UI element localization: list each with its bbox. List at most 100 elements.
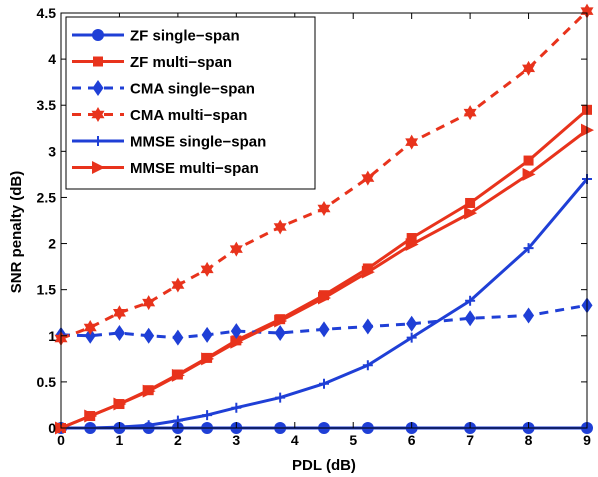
y-tick-label: 0	[48, 420, 56, 436]
axis-ticks: 0 1 2 3 4 5 6 7 8 9 0 0.5 1 1.5 2 2.5 3 3.5 4 4.5	[37, 5, 592, 448]
y-tick-label: 4	[48, 51, 56, 67]
data-point	[362, 360, 373, 371]
x-tick-label: 5	[349, 432, 357, 448]
x-tick-label: 3	[232, 432, 240, 448]
data-point	[230, 335, 244, 349]
data-point	[172, 329, 184, 346]
x-tick-label: 8	[525, 432, 533, 448]
data-point	[274, 325, 286, 342]
data-point	[142, 295, 156, 311]
data-point	[318, 321, 330, 338]
x-tick-label: 7	[466, 432, 474, 448]
y-axis-label: SNR penalty (dB)	[8, 171, 25, 294]
data-point	[84, 327, 96, 344]
data-point	[200, 261, 214, 277]
series-2	[55, 297, 593, 346]
x-tick-label: 2	[174, 432, 182, 448]
data-point	[171, 277, 185, 293]
data-point	[317, 201, 331, 217]
data-point	[463, 105, 477, 121]
data-point	[522, 60, 536, 76]
data-point	[113, 325, 125, 342]
data-point	[362, 318, 374, 335]
data-point	[202, 410, 213, 421]
y-tick-label: 2	[48, 236, 56, 252]
legend-label: MMSE single−span	[130, 134, 266, 151]
legend-label: CMA single−span	[130, 81, 255, 98]
x-axis-label: PDL (dB)	[292, 457, 356, 474]
legend-marker	[92, 80, 104, 96]
legend-marker	[91, 107, 105, 122]
y-tick-label: 1.5	[37, 282, 57, 298]
data-point	[201, 352, 215, 366]
legend-entry: MMSE multi−span	[72, 160, 259, 177]
data-point	[406, 233, 417, 244]
legend-marker	[92, 29, 104, 41]
data-point	[465, 295, 476, 306]
y-tick-label: 1	[48, 328, 56, 344]
legend-marker	[93, 136, 103, 146]
data-point	[522, 167, 536, 181]
data-point	[113, 397, 127, 411]
data-point	[465, 197, 476, 208]
data-point	[464, 310, 476, 327]
data-point	[142, 384, 156, 398]
legend-label: ZF single−span	[130, 28, 240, 45]
series-line	[61, 178, 589, 430]
data-point	[523, 307, 535, 324]
data-point	[523, 243, 534, 254]
y-tick-label: 4.5	[37, 5, 57, 21]
axes-frame	[60, 12, 588, 429]
legend-label: CMA multi−span	[130, 107, 247, 124]
data-point	[362, 263, 373, 274]
legend-marker	[92, 161, 105, 174]
data-point	[464, 206, 478, 220]
data-point	[112, 305, 126, 321]
legend-box	[65, 16, 316, 190]
data-point	[318, 291, 331, 305]
data-point	[406, 315, 418, 332]
series-5	[55, 123, 594, 435]
legend-entry: CMA single−span	[72, 80, 255, 98]
data-point	[275, 392, 286, 403]
data-point	[361, 265, 375, 279]
y-tick-label: 2.5	[37, 189, 57, 205]
x-tick-label: 0	[57, 432, 65, 448]
legend-label: ZF multi−span	[130, 54, 232, 71]
legend-entry: CMA multi−span	[72, 107, 247, 124]
x-tick-label: 4	[291, 432, 299, 448]
data-point	[523, 155, 534, 166]
legend-marker	[93, 56, 103, 67]
data-point	[405, 134, 419, 150]
x-tick-label: 1	[116, 432, 124, 448]
data-point	[319, 378, 329, 389]
data-point	[229, 241, 243, 257]
data-point	[143, 327, 155, 344]
series-line	[60, 128, 588, 430]
legend: ZF single−span ZF multi−span CMA single−sp…	[65, 16, 316, 190]
data-point	[83, 319, 97, 335]
data-point	[230, 323, 242, 340]
data-point	[405, 237, 419, 251]
x-tick-label: 9	[583, 432, 591, 448]
x-tick-label: 6	[408, 432, 416, 448]
y-tick-label: 3	[48, 143, 56, 159]
legend-entry: ZF multi−span	[72, 54, 232, 71]
data-point	[231, 402, 242, 413]
data-point	[361, 170, 375, 186]
data-point	[580, 3, 594, 19]
legend-entry: MMSE single−span	[72, 134, 266, 151]
data-point	[201, 326, 213, 343]
y-tick-label: 3.5	[37, 97, 57, 113]
legend-entry: ZF single−span	[72, 28, 240, 45]
data-point	[171, 368, 185, 382]
y-tick-label: 0.5	[37, 374, 57, 390]
data-point	[406, 332, 417, 343]
legend-label: MMSE multi−span	[130, 160, 259, 177]
plot-frame	[60, 12, 588, 429]
data-point	[273, 219, 287, 235]
data-point	[274, 314, 288, 328]
data-point	[84, 409, 98, 423]
data-point	[143, 420, 154, 431]
